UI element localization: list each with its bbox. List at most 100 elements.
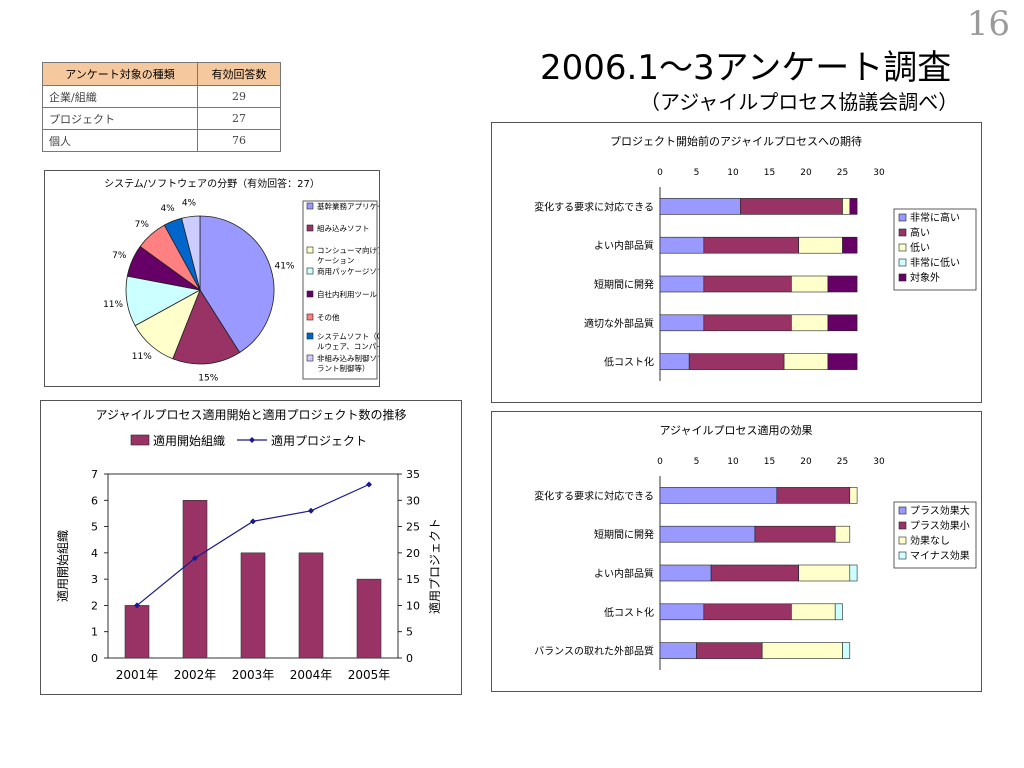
slide-subtitle: （アジャイルプロセス協議会調べ） — [640, 90, 959, 114]
pie-legend-box — [302, 200, 378, 380]
bar-segment — [791, 314, 829, 332]
legend-swatch — [306, 354, 314, 362]
legend-label: 商用パッケージソフト — [317, 266, 379, 276]
pie-slice — [172, 289, 241, 365]
bar-segment — [761, 642, 843, 659]
line-point — [134, 602, 140, 609]
legend-label: 非常に高い — [910, 211, 960, 224]
y2-tick-label: 5 — [406, 626, 413, 639]
bar — [182, 499, 208, 659]
bar-segment — [659, 275, 705, 293]
bar — [298, 552, 324, 659]
pie-slice-label: 11% — [103, 300, 123, 310]
bar-segment — [849, 564, 858, 582]
x-tick-label: 5 — [694, 457, 700, 467]
legend-label: 適用開始組織 — [153, 433, 225, 448]
bar-segment — [659, 314, 705, 332]
y-tick-label: 適切な外部品質 — [584, 317, 654, 330]
legend-swatch — [306, 246, 314, 254]
bar-segment — [798, 564, 851, 582]
chart-title: アジャイルプロセス適用開始と適用プロジェクト数の推移 — [96, 407, 407, 422]
y2-axis-label: 適用プロジェクト — [427, 518, 442, 614]
legend-swatch — [898, 258, 907, 267]
line-point — [366, 481, 372, 488]
table-header-row: アンケート対象の種類 有効回答数 — [42, 62, 281, 86]
legend-swatch — [898, 521, 907, 530]
bar-segment — [659, 564, 712, 582]
y-tick-label: 5 — [91, 521, 98, 534]
y2-tick-label: 10 — [406, 599, 420, 612]
bar-segment — [703, 603, 792, 621]
table-header-type: アンケート対象の種類 — [42, 62, 198, 86]
bar-segment — [659, 487, 778, 504]
bar-segment — [688, 353, 785, 370]
bar-segment — [827, 353, 858, 370]
legend-swatch — [306, 332, 314, 340]
bar-segment — [659, 525, 756, 543]
chart-title: プロジェクト開始前のアジャイルプロセスへの期待 — [610, 134, 862, 148]
bar-segment — [791, 275, 829, 293]
y-tick-label: 1 — [91, 626, 98, 639]
legend-label: 組み込みソフト — [317, 223, 370, 233]
slide-title: 2006.1～3アンケート調査 — [540, 48, 952, 88]
y-tick-label: よい内部品質 — [594, 239, 654, 252]
line-point — [192, 555, 198, 562]
legend-label: 基幹業務アプリケーション — [317, 201, 379, 211]
legend-box — [893, 501, 977, 569]
bar-segment — [849, 198, 858, 215]
x-tick-label: 10 — [727, 168, 739, 178]
bar-segment — [849, 487, 858, 504]
legend-label: システムソフト（OS、ミド — [317, 332, 379, 341]
legend-label: ケーション — [317, 256, 354, 265]
bar — [240, 552, 266, 659]
x-tick-label: 25 — [837, 168, 848, 178]
legend-swatch — [306, 313, 314, 321]
x-tick-label: 30 — [873, 168, 885, 178]
trend-chart-panel: アジャイルプロセス適用開始と適用プロジェクト数の推移 適用開始組織 適用プロジェクト… — [40, 400, 462, 695]
bar-segment — [798, 236, 843, 254]
y-axis-label: 適用開始組織 — [55, 530, 70, 602]
legend-label: 非組み込み制御ソフト（プ — [317, 353, 379, 363]
x-tick-label: 2004年 — [290, 668, 333, 682]
legend-label: マイナス効果 — [910, 549, 970, 562]
pie-slice-label: 11% — [132, 352, 152, 362]
effect-chart-panel: アジャイルプロセス適用の効果 0 5 10 15 20 25 30 変化する要求に対応できる 短期… — [491, 411, 982, 692]
table-row: 企業/組織 29 — [42, 85, 281, 108]
x-tick-label: 2003年 — [232, 668, 275, 682]
bar-segment — [842, 236, 858, 254]
x-tick-label: 2002年 — [174, 668, 217, 682]
legend-swatch — [898, 536, 907, 545]
y-tick-label: 低コスト化 — [604, 606, 654, 619]
y-tick-label: 短期間に開発 — [594, 528, 654, 541]
bar — [356, 578, 382, 659]
y2-tick-label: 15 — [406, 573, 420, 586]
legend-label: 効果なし — [910, 534, 950, 547]
pie-slice-label: 7% — [112, 251, 127, 261]
y-tick-label: 3 — [91, 573, 98, 586]
bar-segment — [834, 525, 851, 543]
table-header-count: 有効回答数 — [197, 62, 281, 86]
legend-swatch — [898, 213, 907, 222]
bar-segment — [842, 642, 851, 659]
x-tick-label: 2005年 — [348, 668, 391, 682]
legend-label: その他 — [317, 312, 340, 322]
legend-label: プラス効果大 — [910, 504, 970, 517]
line-point — [250, 518, 256, 525]
legend-marker — [249, 437, 255, 443]
x-tick-label: 10 — [727, 457, 739, 467]
y-tick-label: 4 — [91, 547, 98, 560]
y2-tick-label: 20 — [406, 547, 420, 560]
bar-segment — [827, 314, 858, 332]
legend-label: プラス効果小 — [910, 519, 970, 532]
x-tick-label: 5 — [694, 168, 700, 178]
bar-segment — [659, 642, 697, 659]
legend-swatch — [306, 202, 314, 210]
legend-swatch — [898, 228, 907, 237]
legend-swatch — [898, 506, 907, 515]
expectation-chart: プロジェクト開始前のアジャイルプロセスへの期待 0 5 10 15 20 25 30 変化する要… — [534, 134, 977, 381]
x-tick-label: 2001年 — [116, 668, 159, 682]
y-tick-label: よい内部品質 — [594, 567, 654, 580]
x-tick-label: 20 — [800, 457, 812, 467]
y-tick-label: 2 — [91, 599, 98, 612]
field-pie-chart: システム/ソフトウェアの分野（有効回答：27） 41% 15% 11% 11% 7% 7% 4… — [103, 177, 410, 384]
